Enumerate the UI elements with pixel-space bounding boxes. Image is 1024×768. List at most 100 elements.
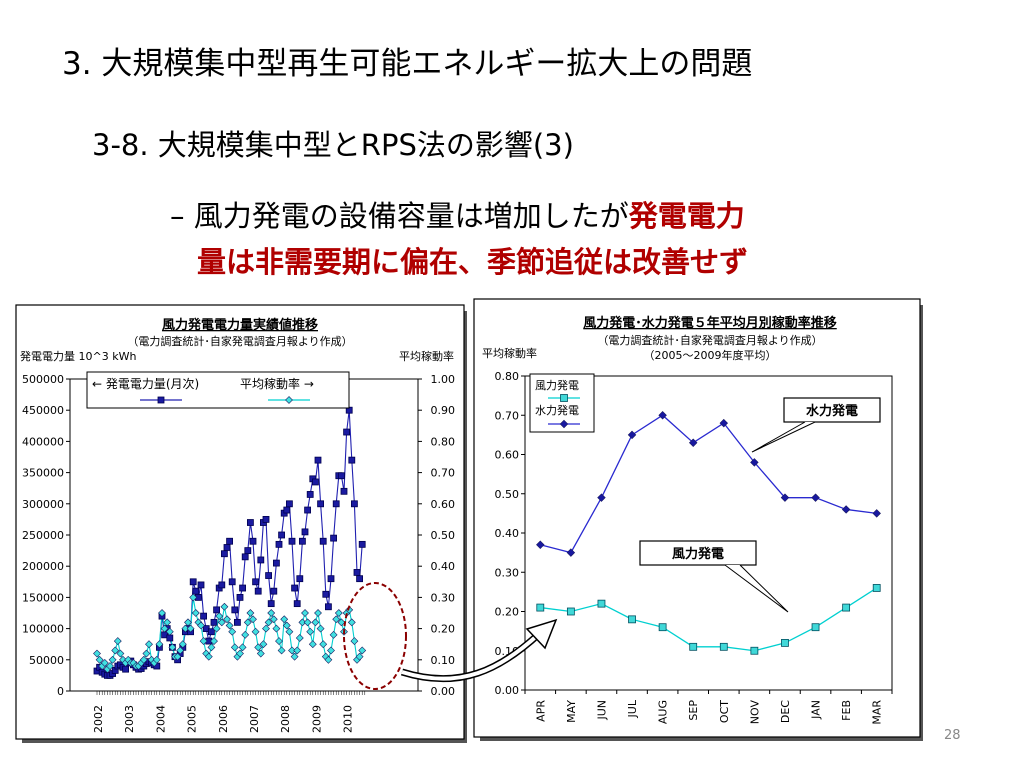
chart1-rate-point bbox=[319, 640, 328, 649]
chart2-hydro-point bbox=[841, 505, 851, 514]
chart1-rate-point bbox=[181, 624, 190, 633]
chart1-energy-point bbox=[122, 665, 129, 673]
chart2-wind-line bbox=[540, 587, 878, 652]
chart1-rate-point bbox=[256, 649, 265, 658]
chart1-year-label: 2005 bbox=[186, 705, 199, 733]
chart1-energy-point bbox=[244, 547, 252, 554]
chart1-year-label: 2004 bbox=[154, 705, 167, 733]
chart1-legend-energy-label: ← 発電電力量(月次) bbox=[92, 377, 199, 391]
chart1-highlight-ellipse bbox=[343, 582, 407, 690]
chart1-energy-point bbox=[356, 575, 364, 583]
chart1-rate-point bbox=[350, 637, 359, 646]
chart2-legend-wind-label: 風力発電 bbox=[535, 378, 579, 392]
chart1-energy-point bbox=[296, 575, 304, 583]
chart1-rate-point bbox=[184, 618, 192, 627]
chart1-rate-point bbox=[243, 618, 252, 627]
chart1-rate-point bbox=[210, 637, 218, 646]
chart1-year-label: 2002 bbox=[92, 705, 105, 733]
chart2-legend-hydro-marker bbox=[559, 419, 569, 429]
chart1-rate-point bbox=[176, 646, 185, 655]
chart1-rate-point bbox=[262, 624, 270, 633]
chart1-left-tick-label: 50000 bbox=[29, 654, 64, 667]
chart1-energy-point bbox=[319, 537, 327, 545]
chart2-hydro-point bbox=[780, 493, 790, 502]
chart1-rate-point bbox=[191, 609, 200, 617]
chart1-rate-point bbox=[293, 646, 302, 655]
chart1-rate-point bbox=[285, 627, 294, 636]
chart1-energy-point bbox=[304, 506, 312, 514]
chart2-hydro-point bbox=[566, 548, 576, 557]
chart1-year-label: 2007 bbox=[248, 705, 261, 733]
chart1-rate-point bbox=[251, 627, 260, 636]
chart1-left-tick-label: 250000 bbox=[22, 529, 64, 542]
chart2-month-label: JUL bbox=[626, 699, 639, 718]
chart2-wind-point bbox=[689, 642, 698, 651]
chart1-rate-point bbox=[199, 637, 208, 646]
chart2-month-label: MAY bbox=[565, 700, 578, 723]
chart1-year-label: 2009 bbox=[310, 705, 323, 733]
chart1-rate-point bbox=[178, 640, 187, 649]
chart1-rate-point bbox=[204, 652, 213, 661]
chart1-rate-point bbox=[142, 649, 151, 658]
chart2-callout-wind-pointer bbox=[724, 564, 789, 613]
chart1-rate-point bbox=[314, 609, 322, 617]
chart1-rate-point bbox=[355, 652, 364, 661]
chart1-energy-point bbox=[343, 428, 351, 436]
bullet-line-1: – 風力発電の設備容量は増加したが発電電力 bbox=[170, 193, 745, 235]
chart1-energy-point bbox=[348, 456, 356, 464]
chart1-rate-point bbox=[311, 618, 320, 627]
chart1-rate-point bbox=[238, 643, 247, 652]
chart1-right-tick-label: 0.90 bbox=[431, 404, 456, 417]
chart1-rate-point bbox=[160, 624, 169, 633]
chart2-hydro-point bbox=[811, 493, 820, 502]
chart1-energy-point bbox=[220, 550, 228, 558]
chart2-y-tick-label: 0.80 bbox=[495, 370, 520, 383]
chart1-energy-point bbox=[298, 537, 306, 545]
chart1-rate-point bbox=[173, 652, 182, 661]
chart2-month-label: NOV bbox=[748, 700, 761, 725]
chart2-y-tick-label: 0.60 bbox=[495, 449, 520, 462]
chart2-callout-wind-label: 風力発電 bbox=[672, 546, 724, 562]
chart1-rate-point bbox=[295, 634, 304, 642]
bullet-line-2: 量は非需要期に偏在、季節追従は改善せず bbox=[197, 239, 748, 281]
slide-subtitle: 3-8. 大規模集中型とRPS法の影響(3) bbox=[92, 128, 574, 162]
chart2-wind-point bbox=[536, 603, 545, 612]
chart1-rate-point bbox=[269, 615, 278, 624]
chart2-y-tick-label: 0.20 bbox=[495, 606, 520, 619]
chart1-legend-rate-marker bbox=[285, 396, 293, 404]
chart2-hydro-point bbox=[750, 458, 759, 467]
chart1-right-tick-label: 0.60 bbox=[431, 498, 456, 511]
chart1-energy-point bbox=[330, 534, 338, 542]
chart1-energy-point bbox=[340, 487, 348, 495]
chart1-rate-point bbox=[272, 624, 281, 633]
chart2-month-label: DEC bbox=[779, 700, 792, 723]
chart2-hydro-line bbox=[540, 414, 877, 554]
chart1-energy-point bbox=[322, 590, 330, 598]
chart1-title: 風力発電電力量実績値推移 bbox=[162, 317, 318, 333]
chart1-energy-point bbox=[210, 618, 218, 626]
chart1-rate-point bbox=[165, 627, 174, 636]
bullet-red-text-1: 発電電力 bbox=[628, 199, 745, 233]
chart1-left-tick-label: 450000 bbox=[22, 404, 64, 417]
chart1-left-axis-label: 発電電力量 10^3 kWh bbox=[20, 349, 136, 363]
chart1-energy-point bbox=[283, 506, 291, 514]
chart2-callout-hydro-box bbox=[783, 397, 881, 423]
chart2-y-tick-label: 0.00 bbox=[495, 684, 520, 697]
chart1-left-tick-label: 0 bbox=[57, 685, 64, 698]
chart1-rate-point bbox=[334, 609, 343, 617]
chart1-energy-point bbox=[213, 606, 221, 614]
chart1-rate-point bbox=[106, 662, 114, 670]
chart1-right-tick-label: 0.80 bbox=[431, 435, 456, 448]
chart1-rate-point bbox=[111, 646, 120, 655]
chart1-energy-point bbox=[332, 500, 340, 508]
chart2-wind-point bbox=[658, 623, 667, 632]
bullet-red-text-2: 量は非需要期に偏在、季節追従は改善せず bbox=[197, 245, 749, 279]
chart1-energy-point bbox=[278, 531, 286, 539]
chart1-energy-point bbox=[249, 537, 257, 545]
chart1-rate-point bbox=[228, 627, 237, 636]
chart2-callout-wind-box bbox=[639, 540, 757, 566]
chart1-energy-point bbox=[314, 456, 322, 464]
chart2-month-label: JUN bbox=[595, 700, 608, 721]
chart1-energy-point bbox=[246, 519, 254, 526]
chart1-energy-point bbox=[311, 478, 319, 486]
